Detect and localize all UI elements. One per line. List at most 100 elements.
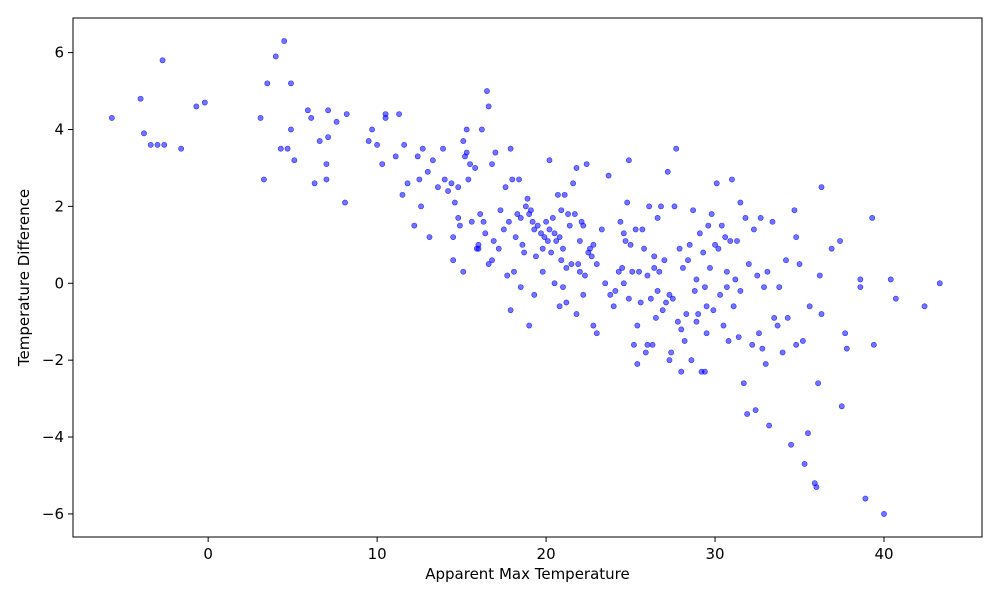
scatter-point — [333, 118, 340, 125]
scatter-point — [416, 176, 423, 183]
scatter-point — [463, 126, 470, 133]
scatter-point — [426, 234, 433, 241]
scatter-point — [647, 295, 654, 302]
scatter-point — [514, 211, 521, 217]
scatter-point — [531, 226, 538, 233]
scatter-point — [587, 245, 593, 252]
scatter-point — [543, 218, 549, 225]
scatter-point — [558, 257, 565, 264]
scatter-point — [401, 141, 408, 148]
scatter-point — [497, 207, 504, 214]
scatter-point — [857, 284, 864, 291]
scatter-point — [583, 161, 590, 167]
scatter-point — [723, 268, 730, 275]
scatter-point — [751, 226, 757, 233]
scatter-point — [681, 338, 688, 344]
scatter-point — [517, 215, 524, 221]
scatter-point — [325, 107, 332, 114]
scatter-point — [610, 303, 617, 310]
scatter-point — [774, 322, 781, 329]
scatter-point — [526, 322, 533, 329]
scatter-point — [382, 115, 389, 121]
scatter-point — [264, 80, 271, 87]
y-tick-label: −6 — [42, 505, 64, 523]
scatter-point — [193, 103, 200, 110]
scatter-point — [622, 238, 629, 244]
scatter-point — [776, 284, 783, 291]
points-layer — [108, 38, 943, 517]
scatter-point — [480, 218, 487, 225]
scatter-point — [720, 322, 727, 329]
scatter-point — [674, 318, 681, 325]
scatter-point — [717, 291, 724, 298]
scatter-point — [563, 299, 570, 306]
scatter-point — [178, 145, 185, 152]
scatter-point — [576, 268, 583, 275]
scatter-point — [636, 268, 642, 275]
scatter-point — [455, 184, 462, 191]
scatter-point — [450, 234, 457, 241]
scatter-point — [460, 268, 467, 275]
scatter-point — [527, 207, 534, 214]
scatter-point — [137, 95, 144, 102]
scatter-point — [455, 215, 462, 221]
scatter-point — [566, 222, 573, 229]
scatter-point — [813, 484, 820, 490]
scatter-point — [793, 234, 800, 241]
scatter-point — [764, 268, 771, 275]
scatter-point — [490, 238, 497, 244]
scatter-point — [712, 241, 718, 248]
x-axis-label: Apparent Max Temperature — [425, 565, 630, 583]
scatter-point — [512, 234, 519, 241]
scatter-point — [519, 241, 526, 248]
scatter-point — [161, 141, 168, 148]
scatter-point — [686, 241, 693, 248]
scatter-point — [424, 168, 431, 175]
scatter-point — [465, 176, 472, 183]
scatter-point — [695, 311, 702, 317]
scatter-point — [365, 138, 372, 144]
scatter-point — [632, 226, 639, 233]
scatter-point — [644, 272, 651, 279]
scatter-point — [590, 241, 597, 248]
scatter-point — [641, 245, 647, 252]
scatter-point — [154, 141, 161, 148]
scatter-point — [460, 138, 467, 144]
scatter-point — [551, 280, 558, 287]
scatter-point — [769, 218, 776, 225]
scatter-point — [598, 226, 605, 233]
scatter-point — [411, 222, 418, 229]
scatter-point — [538, 230, 544, 237]
y-axis-ticks: −6 −4 −2 0 2 4 6 — [42, 44, 73, 523]
scatter-point — [277, 145, 284, 152]
scatter-point — [745, 261, 752, 267]
scatter-point — [843, 345, 850, 352]
scatter-point — [651, 253, 658, 260]
scatter-point — [668, 349, 675, 356]
scatter-point — [816, 272, 823, 279]
scatter-point — [257, 115, 264, 121]
scatter-point — [754, 272, 761, 279]
scatter-point — [602, 280, 609, 287]
scatter-point — [759, 345, 766, 352]
scatter-point — [737, 199, 744, 206]
scatter-point — [308, 115, 315, 121]
scatter-point — [749, 341, 756, 348]
scatter-point — [690, 207, 696, 214]
scatter-point — [323, 176, 330, 183]
scatter-point — [570, 180, 577, 187]
scatter-point — [141, 130, 147, 137]
scatter-point — [507, 307, 514, 314]
scatter-point — [607, 291, 614, 298]
scatter-point — [379, 161, 386, 167]
scatter-point — [703, 303, 710, 310]
scatter-point — [159, 57, 166, 64]
y-axis-label: Temperature Difference — [15, 189, 33, 367]
scatter-point — [555, 191, 561, 198]
scatter-point — [729, 176, 735, 183]
scatter-point — [472, 165, 479, 171]
scatter-point — [818, 311, 825, 317]
scatter-point — [783, 257, 789, 264]
scatter-point — [485, 103, 492, 110]
